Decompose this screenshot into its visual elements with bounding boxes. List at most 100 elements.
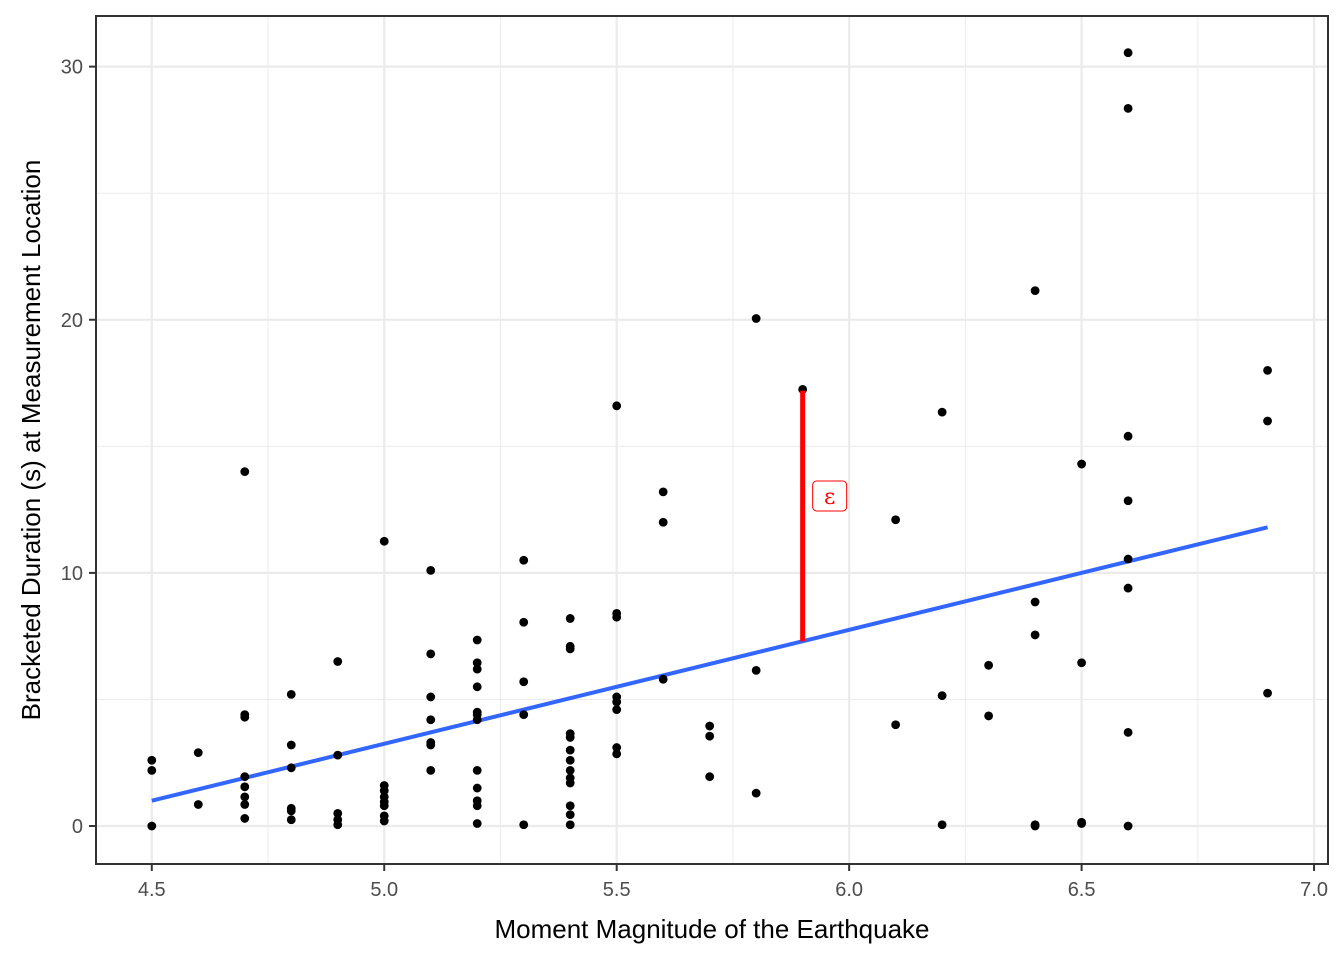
data-point — [1263, 416, 1272, 426]
data-point — [472, 635, 482, 645]
data-point — [1123, 496, 1133, 506]
data-point — [147, 821, 157, 831]
data-point — [612, 743, 622, 752]
data-point — [333, 820, 343, 830]
data-point — [658, 517, 668, 527]
data-point — [1077, 459, 1086, 469]
data-point — [240, 712, 250, 722]
data-point — [751, 788, 761, 798]
data-point — [937, 820, 947, 830]
data-point — [147, 765, 157, 775]
data-point — [426, 692, 436, 702]
data-point — [240, 772, 250, 782]
data-point — [426, 740, 436, 750]
data-point — [286, 690, 296, 699]
data-point — [1123, 727, 1133, 737]
y-tick-label: 20 — [61, 310, 83, 332]
data-point — [519, 677, 529, 687]
data-point — [612, 749, 622, 759]
data-point — [240, 782, 250, 792]
data-point — [519, 820, 529, 830]
data-point — [193, 800, 203, 809]
x-axis: 4.5 5.0 5.5 6.0 6.5 7.0 — [138, 864, 1328, 901]
data-point — [1263, 688, 1272, 698]
data-point — [565, 745, 575, 755]
data-point — [193, 748, 203, 758]
data-point — [751, 665, 761, 675]
data-point — [658, 674, 668, 684]
data-point — [333, 657, 343, 666]
data-point — [426, 715, 436, 725]
data-point — [565, 801, 575, 811]
data-point — [286, 763, 296, 773]
data-point — [379, 816, 389, 826]
data-point — [658, 487, 668, 497]
data-point — [612, 612, 622, 622]
data-point — [705, 731, 715, 741]
data-point — [1263, 365, 1272, 375]
data-point — [705, 721, 715, 731]
data-point — [472, 765, 482, 775]
data-point — [1123, 554, 1133, 564]
regression-line-layer — [151, 525, 1269, 803]
data-point — [612, 697, 622, 707]
data-point — [240, 467, 250, 477]
data-point — [379, 786, 389, 795]
data-point — [426, 649, 436, 659]
data-point — [1077, 819, 1086, 828]
data-point — [1030, 597, 1040, 607]
data-point — [565, 810, 575, 820]
y-axis: 0 10 20 30 — [61, 57, 96, 838]
data-point — [1077, 658, 1086, 668]
data-point — [1123, 583, 1133, 593]
data-point — [565, 755, 575, 765]
data-point — [565, 733, 575, 742]
data-point — [891, 720, 901, 730]
residual-label-box — [812, 480, 848, 512]
data-point — [612, 401, 622, 411]
data-points — [147, 48, 1272, 831]
data-point — [379, 801, 389, 811]
data-point — [426, 565, 436, 575]
data-point — [472, 664, 482, 674]
data-point — [1123, 103, 1133, 113]
data-point — [333, 808, 343, 818]
y-tick-label: 30 — [61, 57, 83, 79]
data-point — [937, 407, 947, 417]
data-point — [612, 705, 622, 714]
data-point — [984, 711, 994, 721]
data-point — [565, 820, 575, 830]
data-point — [379, 536, 389, 546]
data-point — [472, 801, 482, 811]
x-axis-title: Moment Magnitude of the Earthquake — [494, 914, 929, 944]
residual-annotation: ε — [800, 390, 848, 642]
x-tick-label: 5.5 — [603, 879, 631, 901]
data-point — [565, 644, 575, 654]
data-point — [937, 691, 947, 701]
data-point — [472, 715, 482, 725]
minor-gridlines — [96, 16, 1328, 864]
y-axis-title: Bracketed Duration (s) at Measurement Lo… — [16, 160, 46, 721]
data-point — [147, 755, 157, 765]
y-tick-label: 0 — [72, 816, 83, 838]
data-point — [984, 660, 994, 670]
data-point — [1123, 48, 1133, 58]
data-point — [1030, 286, 1040, 296]
data-point — [472, 682, 482, 692]
data-point — [426, 765, 436, 775]
data-point — [705, 772, 715, 782]
data-point — [751, 314, 761, 323]
data-point — [519, 617, 529, 627]
data-point — [565, 765, 575, 775]
residual-label: ε — [824, 485, 835, 510]
data-point — [472, 658, 482, 668]
data-point — [1030, 821, 1040, 831]
panel-border — [95, 15, 1329, 865]
data-point — [472, 819, 482, 828]
y-tick-label: 10 — [61, 563, 83, 585]
x-tick-label: 4.5 — [138, 879, 166, 901]
data-point — [1123, 821, 1133, 831]
data-point — [333, 750, 343, 760]
data-point — [472, 783, 482, 793]
